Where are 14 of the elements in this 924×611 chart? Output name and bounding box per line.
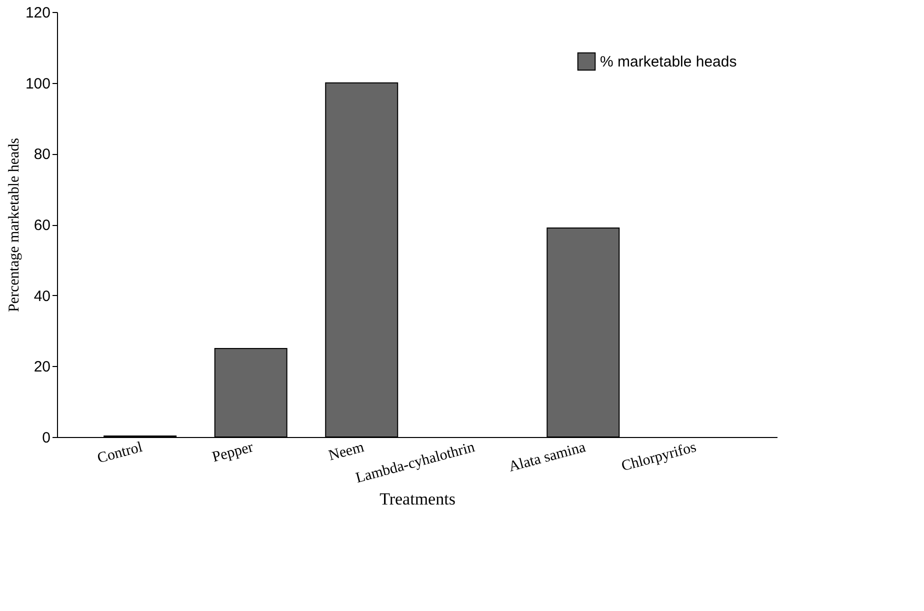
x-tick-label: Control <box>96 440 144 467</box>
y-axis-title: Percentage marketable heads <box>6 138 22 312</box>
x-tick-label: Pepper <box>210 440 255 466</box>
y-tick-label: 120 <box>25 4 50 22</box>
y-tick-label: 60 <box>34 217 50 234</box>
y-tick-label: 80 <box>34 146 50 164</box>
x-axis-title: Treatments <box>380 490 456 509</box>
x-tick-label: Alata samina <box>507 439 588 476</box>
y-tick-label: 100 <box>25 75 50 92</box>
y-tick-label: 0 <box>42 430 50 446</box>
x-tick-label: Chlorpyrifos <box>620 439 698 475</box>
y-tick-label: 40 <box>34 288 50 305</box>
legend-label: % marketable heads <box>600 54 737 70</box>
y-tick-label: 20 <box>34 358 50 376</box>
